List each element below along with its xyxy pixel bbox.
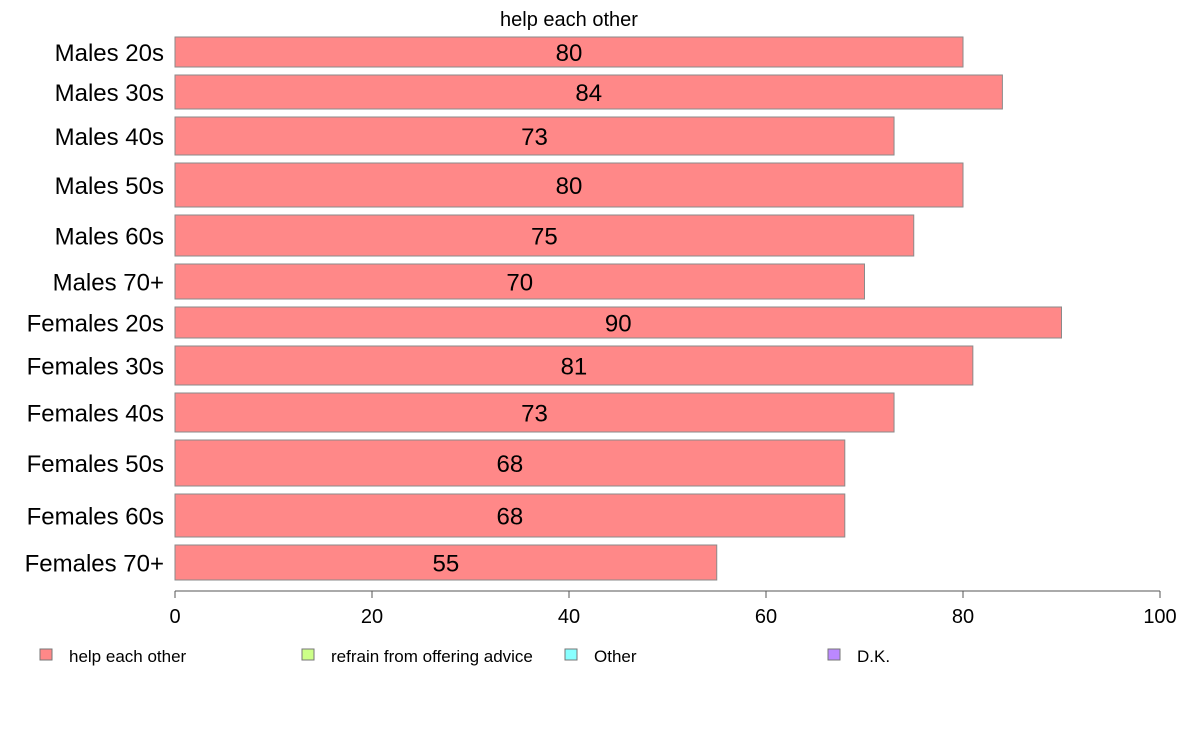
category-label: Females 50s bbox=[27, 451, 164, 478]
category-label: Females 20s bbox=[27, 311, 164, 338]
bar bbox=[174, 345, 974, 386]
chart-title: help each other bbox=[500, 9, 638, 31]
bar-value-label: 75 bbox=[531, 224, 558, 251]
x-tick-label: 40 bbox=[558, 606, 580, 628]
category-label: Males 20s bbox=[55, 40, 164, 67]
x-tick-label: 0 bbox=[169, 606, 180, 628]
bars-group: 80 84 73 80 75 70 90 81 73 68 68 55 bbox=[174, 36, 1062, 581]
legend-swatch bbox=[301, 648, 315, 661]
legend-swatch bbox=[827, 648, 841, 661]
legend-label: refrain from offering advice bbox=[331, 647, 533, 666]
bar bbox=[174, 214, 915, 257]
legend: help each other refrain from offering adv… bbox=[39, 647, 890, 666]
category-label: Males 40s bbox=[55, 124, 164, 151]
bar bbox=[174, 493, 846, 538]
category-label: Males 50s bbox=[55, 173, 164, 200]
category-label: Females 40s bbox=[27, 401, 164, 428]
category-labels: Males 20s Males 30s Males 40s Males 50s Male… bbox=[25, 40, 164, 578]
x-tick-label: 80 bbox=[952, 606, 974, 628]
bar-value-label: 80 bbox=[556, 40, 583, 67]
bar bbox=[174, 74, 1003, 110]
category-label: Males 60s bbox=[55, 224, 164, 251]
bar bbox=[174, 263, 865, 300]
bar-value-label: 70 bbox=[506, 270, 533, 297]
category-label: Females 60s bbox=[27, 504, 164, 531]
category-label: Females 30s bbox=[27, 354, 164, 381]
bar bbox=[174, 439, 846, 487]
bar bbox=[174, 116, 895, 156]
x-tick-label: 100 bbox=[1143, 606, 1176, 628]
legend-label: D.K. bbox=[857, 647, 890, 666]
legend-swatch bbox=[39, 648, 53, 661]
bar-value-label: 68 bbox=[497, 504, 524, 531]
x-tick-label: 20 bbox=[361, 606, 383, 628]
bar-value-label: 84 bbox=[575, 80, 602, 107]
bar-value-label: 80 bbox=[556, 173, 583, 200]
x-tick-label: 60 bbox=[755, 606, 777, 628]
bar bbox=[174, 544, 718, 581]
bar-value-label: 90 bbox=[605, 311, 632, 338]
bar-value-label: 81 bbox=[561, 354, 588, 381]
bar-value-label: 68 bbox=[497, 451, 524, 478]
category-label: Males 30s bbox=[55, 80, 164, 107]
legend-label: Other bbox=[594, 647, 637, 666]
category-label: Females 70+ bbox=[25, 551, 164, 578]
bar-value-label: 73 bbox=[521, 124, 548, 151]
category-label: Males 70+ bbox=[53, 270, 164, 297]
bar bbox=[174, 36, 964, 68]
legend-label: help each other bbox=[69, 647, 187, 666]
legend-swatch bbox=[564, 648, 578, 661]
bar-value-label: 55 bbox=[433, 551, 460, 578]
bar bbox=[174, 306, 1062, 339]
bar bbox=[174, 162, 964, 208]
bar bbox=[174, 392, 895, 433]
bar-value-label: 73 bbox=[521, 401, 548, 428]
x-axis: 0 20 40 60 80 100 bbox=[169, 590, 1177, 628]
